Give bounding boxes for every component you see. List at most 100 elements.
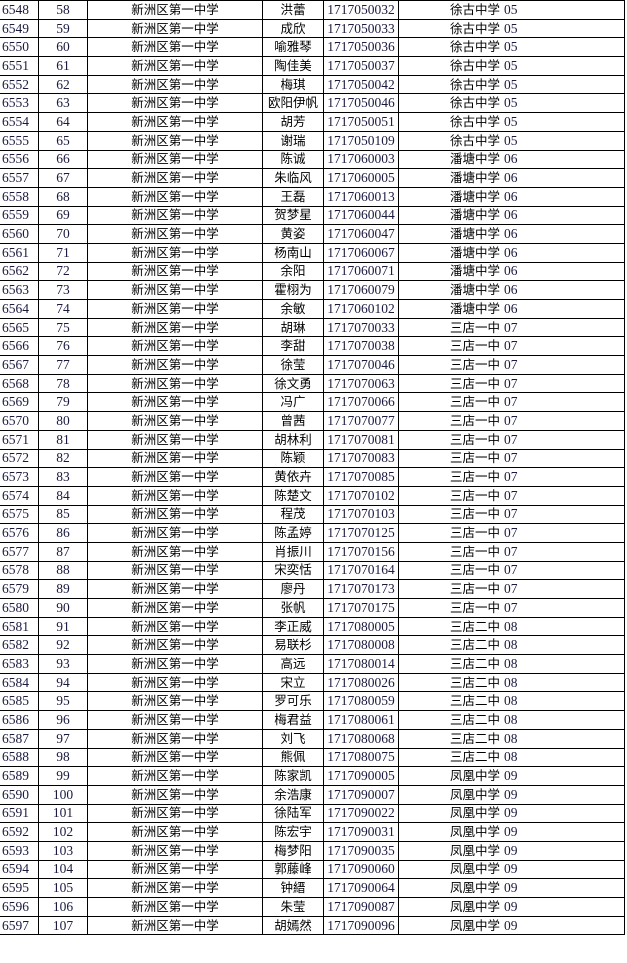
row-index: 6590 [0, 784, 39, 805]
sequence-number: 100 [38, 784, 88, 805]
exam-number: 1717070066 [323, 392, 399, 413]
student-name: 胡嫣然 [262, 915, 324, 936]
student-name: 宋奕恬 [262, 560, 324, 581]
origin-school: 徐古中学 05 [398, 112, 625, 132]
table-row: 6594 104 新洲区第一中学 郭藤峰 1717090060 凤凰中学 09 [0, 859, 625, 880]
origin-school: 三店一中 07 [398, 355, 625, 375]
origin-school-name: 三店一中 [450, 431, 501, 447]
origin-school: 三店二中 08 [398, 691, 625, 712]
origin-school-code: 07 [504, 375, 518, 391]
origin-school-name: 徐古中学 [450, 76, 501, 92]
row-index: 6551 [0, 56, 39, 76]
student-table: 6548 58 新洲区第一中学 洪蕾 1717050032 徐古中学 05 6549 59 新洲… [0, 0, 625, 936]
origin-school: 三店一中 07 [398, 336, 625, 357]
row-index: 6553 [0, 93, 39, 114]
origin-school-code: 09 [504, 861, 518, 877]
student-name: 徐莹 [262, 355, 324, 375]
student-name: 洪蕾 [262, 0, 324, 20]
origin-school-name: 潘塘中学 [450, 151, 501, 167]
school-name: 新洲区第一中学 [87, 747, 263, 768]
table-row: 6578 88 新洲区第一中学 宋奕恬 1717070164 三店一中 07 [0, 560, 625, 581]
origin-school-name: 三店一中 [450, 319, 501, 335]
table-row: 6590 100 新洲区第一中学 余浩康 1717090007 凤凰中学 09 [0, 784, 625, 805]
school-name: 新洲区第一中学 [87, 504, 263, 525]
exam-number: 1717050032 [323, 0, 399, 20]
table-row: 6579 89 新洲区第一中学 廖丹 1717070173 三店一中 07 [0, 579, 625, 599]
school-name: 新洲区第一中学 [87, 523, 263, 543]
exam-number: 1717080008 [323, 635, 399, 656]
origin-school-code: 06 [504, 263, 518, 279]
table-row: 6568 78 新洲区第一中学 徐文勇 1717070063 三店一中 07 [0, 373, 625, 394]
table-row: 6582 92 新洲区第一中学 易联杉 1717080008 三店二中 08 [0, 635, 625, 656]
origin-school: 三店一中 07 [398, 598, 625, 618]
row-index: 6550 [0, 37, 39, 58]
origin-school-name: 三店一中 [450, 581, 501, 597]
origin-school-code: 06 [504, 282, 518, 298]
school-name: 新洲区第一中学 [87, 485, 263, 506]
sequence-number: 96 [38, 710, 88, 730]
row-index: 6595 [0, 878, 39, 898]
student-name: 程茂 [262, 504, 324, 525]
student-name: 朱临风 [262, 168, 324, 188]
student-name: 黄依卉 [262, 467, 324, 487]
row-index: 6571 [0, 429, 39, 450]
origin-school-code: 07 [504, 506, 518, 522]
origin-school: 凤凰中学 09 [398, 859, 625, 880]
table-row: 6563 73 新洲区第一中学 霍栩为 1717060079 潘塘中学 06 [0, 280, 625, 300]
school-name: 新洲区第一中学 [87, 130, 263, 151]
exam-number: 1717070164 [323, 560, 399, 581]
row-index: 6564 [0, 299, 39, 319]
origin-school: 潘塘中学 06 [398, 186, 625, 207]
student-name: 胡琳 [262, 317, 324, 338]
origin-school-name: 三店一中 [450, 543, 501, 559]
origin-school: 潘塘中学 06 [398, 242, 625, 263]
sequence-number: 62 [38, 74, 88, 95]
school-name: 新洲区第一中学 [87, 299, 263, 319]
sequence-number: 86 [38, 523, 88, 543]
origin-school: 三店一中 07 [398, 429, 625, 450]
sequence-number: 66 [38, 149, 88, 170]
school-name: 新洲区第一中学 [87, 840, 263, 861]
origin-school: 徐古中学 05 [398, 74, 625, 95]
row-index: 6573 [0, 467, 39, 487]
exam-number: 1717070038 [323, 336, 399, 357]
origin-school-name: 三店一中 [450, 506, 501, 522]
origin-school: 徐古中学 05 [398, 56, 625, 76]
origin-school-name: 三店一中 [450, 599, 501, 615]
origin-school-code: 08 [504, 693, 518, 709]
exam-number: 1717060044 [323, 205, 399, 226]
origin-school-code: 08 [504, 749, 518, 765]
origin-school-code: 05 [504, 1, 518, 17]
origin-school: 潘塘中学 06 [398, 299, 625, 319]
school-name: 新洲区第一中学 [87, 168, 263, 188]
exam-number: 1717090096 [323, 915, 399, 936]
school-name: 新洲区第一中学 [87, 392, 263, 413]
table-row: 6589 99 新洲区第一中学 陈家凯 1717090005 凤凰中学 09 [0, 766, 625, 786]
table-row: 6592 102 新洲区第一中学 陈宏宇 1717090031 凤凰中学 09 [0, 822, 625, 842]
row-index: 6555 [0, 130, 39, 151]
sequence-number: 70 [38, 224, 88, 244]
school-name: 新洲区第一中学 [87, 242, 263, 263]
table-row: 6593 103 新洲区第一中学 梅梦阳 1717090035 凤凰中学 09 [0, 840, 625, 861]
origin-school-code: 07 [504, 581, 518, 597]
sequence-number: 71 [38, 242, 88, 263]
origin-school-code: 05 [504, 20, 518, 36]
origin-school: 三店一中 07 [398, 392, 625, 413]
student-name: 熊佩 [262, 747, 324, 768]
origin-school-code: 07 [504, 469, 518, 485]
origin-school: 三店一中 07 [398, 560, 625, 581]
exam-number: 1717070103 [323, 504, 399, 525]
school-name: 新洲区第一中学 [87, 672, 263, 693]
school-name: 新洲区第一中学 [87, 56, 263, 76]
school-name: 新洲区第一中学 [87, 859, 263, 880]
sequence-number: 74 [38, 299, 88, 319]
exam-number: 1717080014 [323, 654, 399, 674]
origin-school-code: 05 [504, 39, 518, 55]
origin-school-code: 07 [504, 319, 518, 335]
sequence-number: 83 [38, 467, 88, 487]
school-name: 新洲区第一中学 [87, 897, 263, 917]
school-name: 新洲区第一中学 [87, 766, 263, 786]
exam-number: 1717070085 [323, 467, 399, 487]
student-name: 高远 [262, 654, 324, 674]
origin-school: 潘塘中学 06 [398, 168, 625, 188]
